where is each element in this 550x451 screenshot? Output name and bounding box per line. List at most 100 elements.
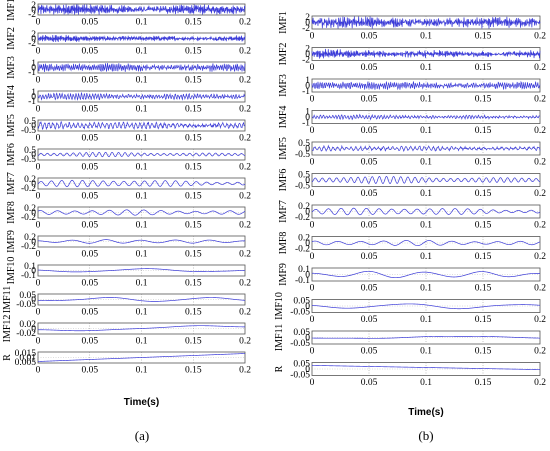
series-line-imf6 bbox=[311, 176, 541, 184]
x-tick-label: 0.15 bbox=[185, 221, 202, 231]
y-tick-label: 1 bbox=[31, 59, 36, 69]
x-tick-label: 0.15 bbox=[475, 158, 492, 168]
x-tick-label: 0.05 bbox=[361, 315, 378, 325]
x-tick-label: 0.1 bbox=[136, 18, 148, 28]
series-label: R bbox=[274, 365, 285, 372]
x-tick-label: 0.1 bbox=[420, 63, 432, 73]
x-tick-label: 0.1 bbox=[420, 347, 432, 357]
x-tick-label: 0.1 bbox=[420, 189, 432, 199]
x-tick-label: 0 bbox=[310, 158, 315, 168]
series-line-imf5 bbox=[311, 144, 541, 153]
x-tick-label: 0 bbox=[310, 252, 315, 262]
y-tick-label: -2 bbox=[28, 10, 36, 20]
x-tick-label: 0.15 bbox=[185, 192, 202, 202]
x-tick-label: 0.05 bbox=[81, 279, 98, 289]
series-label: IMF10 bbox=[6, 257, 17, 285]
y-tick-label: 0.05 bbox=[293, 297, 310, 307]
x-tick-label: 0.1 bbox=[136, 250, 148, 260]
x-tick-label: 0.1 bbox=[420, 315, 432, 325]
x-tick-label: 0.15 bbox=[475, 284, 492, 294]
x-tick-label: 0 bbox=[310, 95, 315, 105]
x-tick-label: 0.05 bbox=[361, 189, 378, 199]
x-tick-label: 0.2 bbox=[239, 134, 251, 144]
subplot-imf4: 10-1 IMF4 0 0.05 0.1 0.15 0.2 bbox=[6, 85, 251, 114]
y-tick-label: -1 bbox=[28, 97, 36, 107]
y-tick-label: 0.2 bbox=[24, 175, 36, 185]
series-label: IMF8 bbox=[278, 232, 289, 255]
x-tick-label: 0.05 bbox=[81, 366, 98, 376]
series-label: IMF5 bbox=[278, 137, 289, 160]
x-tick-label: 0.2 bbox=[534, 189, 546, 199]
x-tick-label: 0.05 bbox=[361, 284, 378, 294]
x-tick-label: 0.05 bbox=[81, 76, 98, 86]
x-tick-label: 0.2 bbox=[534, 221, 546, 231]
x-tick-label: 0.05 bbox=[81, 18, 98, 28]
x-tick-label: 0.05 bbox=[81, 221, 98, 231]
x-tick-label: 0.15 bbox=[475, 126, 492, 136]
series-label: IMF4 bbox=[6, 85, 17, 108]
subplot-imf5: 0.50-0.5 IMF5 0 0.05 0.1 0.15 0.2 bbox=[278, 137, 546, 167]
x-tick-label: 0.05 bbox=[361, 347, 378, 357]
y-tick-label: -0.05 bbox=[290, 308, 310, 318]
series-line-imf11 bbox=[37, 297, 246, 302]
series-line-imf2 bbox=[37, 34, 246, 43]
series-label: IMF4 bbox=[278, 106, 289, 129]
series-label: IMF2 bbox=[6, 27, 17, 50]
series-line-imf4 bbox=[37, 91, 246, 101]
y-tick-label: 0 bbox=[305, 82, 310, 92]
y-tick-label: -0.5 bbox=[21, 155, 36, 165]
x-tick-label: 0 bbox=[36, 250, 41, 260]
subplot-imf3: 10-1 IMF3 0 0.05 0.1 0.15 0.2 bbox=[278, 74, 546, 104]
y-tick-label: 0 bbox=[305, 50, 310, 60]
series-line-imf4 bbox=[311, 113, 541, 121]
y-tick-label: 0.05 bbox=[293, 360, 310, 370]
y-tick-label: -0.1 bbox=[21, 271, 36, 281]
x-tick-label: 0.1 bbox=[136, 134, 148, 144]
x-tick-label: 0 bbox=[310, 378, 315, 388]
y-tick-label: 0 bbox=[31, 35, 36, 45]
x-tick-label: 0.05 bbox=[361, 378, 378, 388]
y-tick-label: 2 bbox=[305, 45, 310, 55]
series-line-imf8 bbox=[37, 209, 246, 216]
y-tick-label: -0.2 bbox=[21, 213, 36, 223]
y-tick-label: -2 bbox=[302, 24, 310, 34]
x-tick-label: 0 bbox=[310, 221, 315, 231]
subplot-imf4: 10-1 IMF4 0 0.05 0.1 0.15 0.2 bbox=[278, 106, 546, 136]
y-tick-label: 0.1 bbox=[298, 265, 310, 275]
x-tick-label: 0.05 bbox=[361, 252, 378, 262]
y-tick-label: 2 bbox=[31, 1, 36, 11]
x-tick-label: 0.15 bbox=[475, 221, 492, 231]
series-line-imf3 bbox=[311, 80, 541, 91]
x-tick-label: 0.1 bbox=[136, 366, 148, 376]
x-tick-label: 0.1 bbox=[136, 279, 148, 289]
subplot-imf6: 0.50-0.5 IMF6 0 0.05 0.1 0.15 0.2 bbox=[6, 143, 251, 172]
y-tick-label: -0.5 bbox=[295, 182, 310, 192]
x-tick-label: 0.15 bbox=[475, 347, 492, 357]
series-label: IMF9 bbox=[278, 263, 289, 286]
y-tick-label: 0.5 bbox=[24, 146, 36, 156]
x-tick-label: 0.15 bbox=[185, 279, 202, 289]
y-tick-label: -0.2 bbox=[295, 213, 310, 223]
x-axis-label: Time(s) bbox=[124, 397, 159, 408]
series-label: IMF9 bbox=[6, 230, 17, 253]
y-tick-label: 0 bbox=[31, 6, 36, 16]
x-tick-label: 0 bbox=[36, 279, 41, 289]
x-tick-label: 0.1 bbox=[420, 95, 432, 105]
y-tick-label: -0.05 bbox=[290, 371, 310, 381]
series-label: IMF6 bbox=[278, 169, 289, 192]
x-tick-label: 0.2 bbox=[239, 192, 251, 202]
series-label: IMF2 bbox=[278, 43, 289, 66]
y-tick-label: 0 bbox=[31, 122, 36, 132]
series-line-imf5 bbox=[37, 120, 246, 131]
y-tick-label: 0.005 bbox=[15, 358, 37, 368]
x-tick-label: 0.2 bbox=[534, 158, 546, 168]
y-tick-label: -0.1 bbox=[295, 276, 310, 286]
series-line-imf1 bbox=[37, 4, 246, 15]
x-tick-label: 0.2 bbox=[534, 378, 546, 388]
x-tick-label: 0.05 bbox=[81, 163, 98, 173]
